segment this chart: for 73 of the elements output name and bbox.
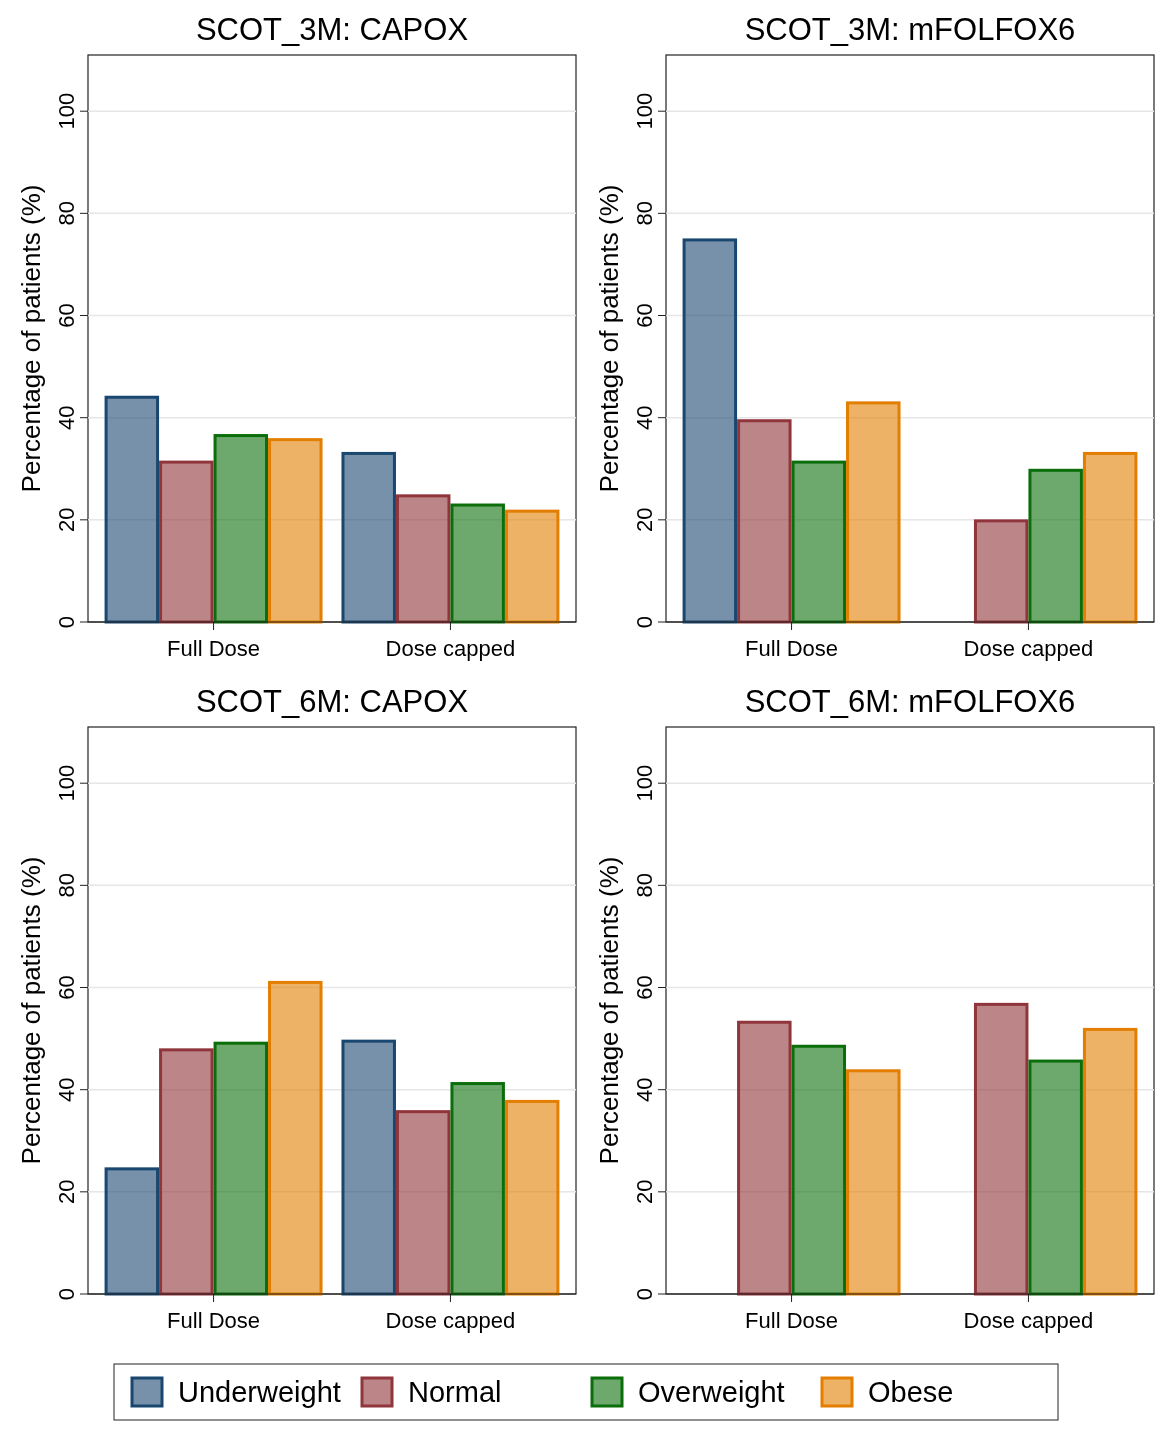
bar	[1028, 1059, 1083, 1296]
bar	[450, 503, 505, 624]
bar	[268, 980, 323, 1296]
y-tick-label: 40	[632, 405, 657, 430]
y-tick-label: 100	[632, 92, 657, 130]
bar	[395, 494, 451, 624]
y-tick-label: 100	[54, 764, 79, 802]
y-tick-label: 100	[54, 92, 79, 130]
bar	[791, 460, 847, 624]
chart-title: SCOT_3M: CAPOX	[195, 12, 469, 47]
y-tick-label: 0	[54, 615, 79, 629]
bar	[504, 1099, 560, 1296]
y-tick-label: 40	[54, 405, 79, 430]
y-tick-label: 80	[632, 873, 657, 898]
bar	[504, 509, 560, 624]
bar	[450, 1082, 505, 1296]
bar	[737, 419, 792, 624]
y-tick-label: 0	[632, 615, 657, 629]
chart-title: SCOT_6M: mFOLFOX6	[744, 684, 1076, 719]
bar	[1028, 468, 1083, 624]
y-tick-label: 20	[632, 507, 657, 533]
chart-title: SCOT_6M: CAPOX	[195, 684, 469, 719]
bar	[682, 238, 738, 624]
y-tick-label: 20	[632, 1179, 657, 1205]
y-tick-label: 80	[632, 201, 657, 226]
y-tick-label: 80	[54, 873, 79, 898]
y-tick-label: 60	[632, 975, 657, 1000]
y-axis-title: Percentage of patients (%)	[594, 184, 624, 493]
legend-label: Underweight	[178, 1376, 341, 1408]
y-tick-label: 0	[632, 1287, 657, 1301]
legend-label: Normal	[408, 1376, 502, 1408]
bar	[395, 1110, 451, 1296]
bar	[159, 460, 214, 624]
bar	[104, 1167, 160, 1296]
y-tick-label: 40	[54, 1077, 79, 1102]
y-tick-label: 20	[54, 1179, 79, 1205]
x-tick-label: Dose capped	[385, 1308, 516, 1333]
y-tick-label: 60	[54, 303, 79, 328]
x-tick-label: Full Dose	[745, 636, 839, 661]
bar	[213, 1041, 269, 1296]
y-tick-label: 60	[632, 303, 657, 328]
bar	[791, 1044, 847, 1296]
bar	[973, 519, 1029, 624]
bar	[268, 438, 323, 624]
y-tick-label: 80	[54, 201, 79, 226]
x-tick-label: Full Dose	[745, 1308, 839, 1333]
x-tick-label: Full Dose	[167, 636, 261, 661]
chart-title: SCOT_3M: mFOLFOX6	[744, 12, 1076, 47]
bar	[104, 395, 160, 624]
bar	[213, 434, 269, 624]
x-tick-label: Dose capped	[385, 636, 516, 661]
y-axis-title: Percentage of patients (%)	[594, 856, 624, 1165]
legend-label: Overweight	[638, 1376, 785, 1408]
y-tick-label: 20	[54, 507, 79, 533]
y-axis-title: Percentage of patients (%)	[16, 184, 46, 493]
y-tick-label: 0	[54, 1287, 79, 1301]
bar	[341, 451, 396, 624]
bar	[846, 401, 901, 624]
x-tick-label: Dose capped	[963, 636, 1094, 661]
bar	[1082, 451, 1138, 624]
bar	[159, 1048, 214, 1296]
legend-label: Obese	[868, 1376, 954, 1408]
x-tick-label: Full Dose	[167, 1308, 261, 1333]
y-axis-title: Percentage of patients (%)	[16, 856, 46, 1165]
bar	[973, 1002, 1029, 1296]
y-tick-label: 40	[632, 1077, 657, 1102]
y-tick-label: 100	[632, 764, 657, 802]
bar	[341, 1039, 396, 1296]
bar	[737, 1020, 792, 1296]
y-tick-label: 60	[54, 975, 79, 1000]
bar	[846, 1069, 901, 1296]
x-tick-label: Dose capped	[963, 1308, 1094, 1333]
bar	[1082, 1027, 1138, 1296]
